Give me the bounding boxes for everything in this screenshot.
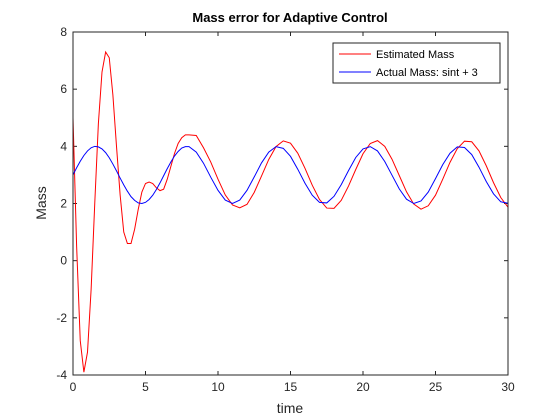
y-tick-label: -2 — [56, 311, 67, 325]
x-tick-label: 15 — [284, 380, 298, 394]
series-line — [73, 50, 508, 373]
x-tick-label: 5 — [142, 380, 149, 394]
plot-frame — [72, 31, 509, 376]
y-tick-label: 8 — [60, 25, 67, 39]
chart-title: Mass error for Adaptive Control — [192, 10, 387, 25]
y-axis-label: Mass — [33, 186, 49, 219]
legend-box — [332, 42, 501, 84]
y-tick-label: 6 — [60, 82, 67, 96]
x-axis-label: time — [277, 400, 304, 416]
y-tick-label: 2 — [60, 197, 67, 211]
x-tick-label: 30 — [501, 380, 515, 394]
x-tick-label: 25 — [429, 380, 443, 394]
series-line — [73, 145, 508, 205]
y-tick-label: -4 — [56, 368, 67, 382]
x-tick-label: 10 — [211, 380, 225, 394]
y-tick-label: 4 — [60, 139, 67, 153]
x-tick-label: 20 — [356, 380, 370, 394]
x-tick-label: 0 — [70, 380, 77, 394]
legend-label: Estimated Mass — [376, 49, 455, 61]
y-tick-label: 0 — [60, 254, 67, 268]
legend-label: Actual Mass: sint + 3 — [376, 67, 478, 79]
